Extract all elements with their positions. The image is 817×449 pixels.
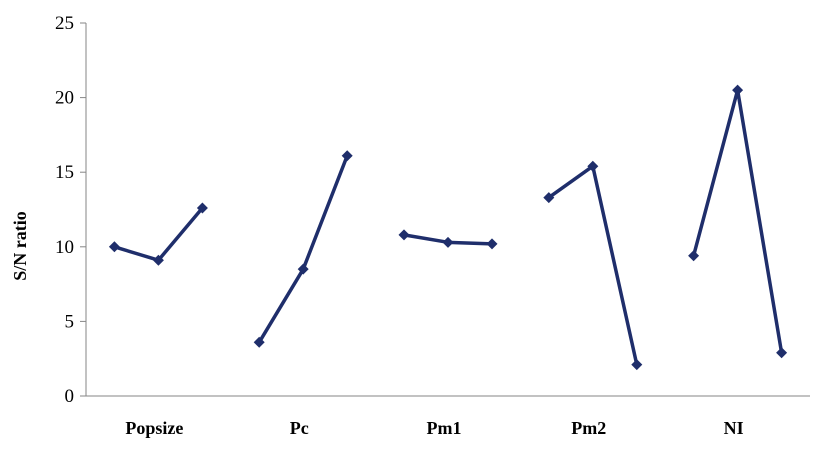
x-category-label: Pm1 (427, 418, 462, 438)
series-line (549, 166, 637, 364)
data-point-marker (688, 250, 699, 261)
x-category-label: Popsize (125, 418, 183, 438)
data-point-marker (776, 347, 787, 358)
data-point-marker (399, 229, 410, 240)
series-line (114, 208, 202, 260)
series-group-pm1 (399, 229, 498, 249)
chart-axes (80, 23, 810, 396)
data-point-marker (443, 237, 454, 248)
data-point-marker (109, 241, 120, 252)
data-series (109, 85, 787, 371)
y-axis-title: S/N ratio (10, 211, 30, 281)
series-group-popsize (109, 203, 208, 266)
series-group-ni (688, 85, 787, 359)
series-line (259, 156, 347, 343)
series-group-pc (254, 150, 353, 348)
data-point-marker (342, 150, 353, 161)
series-line (694, 90, 782, 353)
x-category-label: Pc (290, 418, 309, 438)
x-category-labels: Popsize Pc Pm1 Pm2 NI (125, 418, 743, 438)
y-tick-label: 10 (55, 237, 74, 258)
y-tick-label: 20 (55, 88, 74, 109)
y-tick-label: 25 (55, 13, 74, 34)
y-tick-labels: 0 5 10 15 20 25 (55, 13, 74, 407)
y-tick-label: 0 (65, 386, 75, 407)
y-tick-label: 5 (65, 311, 75, 332)
data-point-marker (732, 85, 743, 96)
y-tick-label: 15 (55, 162, 74, 183)
data-point-marker (487, 238, 498, 249)
x-category-label: NI (724, 418, 744, 438)
x-category-label: Pm2 (571, 418, 606, 438)
series-group-pm2 (543, 161, 642, 370)
data-point-marker (631, 359, 642, 370)
